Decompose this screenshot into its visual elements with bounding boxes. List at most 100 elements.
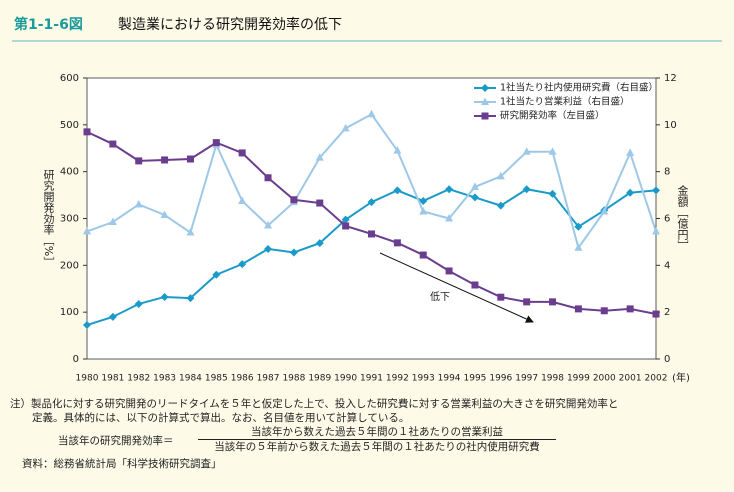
point [481, 112, 489, 120]
point [135, 157, 143, 165]
point [652, 186, 660, 195]
note: 注）製品化に対する研究開発のリードタイムを５年と仮定した上で、投入した研究費に対… [10, 398, 619, 410]
legend-label: 1社当たり社内使用研究費（右目盛） [500, 82, 658, 94]
point [108, 312, 117, 321]
point [160, 210, 169, 218]
point [290, 196, 298, 204]
point [315, 153, 324, 161]
y-tick-label: 400 [60, 167, 79, 178]
x-tick-label: 1995 [464, 374, 487, 384]
point [393, 186, 402, 195]
point [186, 155, 194, 163]
point [523, 298, 531, 306]
x-tick-label: 1980 [76, 374, 99, 384]
point [626, 305, 634, 313]
point [600, 206, 609, 215]
y2-tick-label: 8 [664, 167, 670, 178]
point [341, 123, 350, 132]
point [481, 97, 489, 105]
point [161, 156, 169, 164]
point [367, 198, 376, 207]
x-tick-label: 1997 [515, 374, 538, 384]
point [212, 139, 220, 147]
point [134, 299, 143, 308]
y-tick-label: 0 [73, 354, 79, 365]
x-tick-label: 1990 [334, 374, 357, 384]
point [83, 321, 91, 330]
x-tick-label: 1988 [282, 374, 305, 384]
point [419, 206, 428, 215]
x-tick-label: 1983 [153, 374, 176, 384]
annotation: 低下 [430, 290, 450, 303]
x-tick-label: 1999 [567, 374, 590, 384]
point [238, 149, 246, 157]
point [109, 140, 117, 148]
y-axis-title: 研究開発効率［%］ [42, 169, 55, 267]
point [445, 267, 453, 275]
point [626, 188, 635, 197]
figure-label: 第1-1-6図 [14, 16, 83, 33]
trend-arrow [379, 252, 534, 323]
y2-axis-title: 金額［億円］ [676, 184, 689, 251]
y-tick-label: 600 [60, 73, 79, 84]
point [522, 147, 531, 155]
point [548, 189, 557, 198]
point [419, 251, 427, 259]
x-tick-label: 1985 [205, 374, 228, 384]
y2-tick-label: 6 [664, 214, 670, 225]
x-tick-label: 1984 [179, 374, 202, 384]
point [470, 182, 479, 190]
x-tick-label: 2000 [593, 374, 616, 384]
point [445, 214, 454, 222]
point [574, 305, 582, 313]
x-tick-label: 1998 [541, 374, 564, 384]
legend-label: 1社当たり営業利益（右目盛） [500, 96, 630, 108]
note: 定義。具体的には、以下の計算式で算出。なお、名目値を用いて計算している。 [32, 412, 410, 424]
x-tick-label: 1989 [308, 374, 331, 384]
y2-tick-label: 4 [664, 260, 670, 271]
point [549, 298, 557, 306]
point [497, 293, 505, 301]
point [522, 185, 531, 194]
x-tick-label: 1982 [127, 374, 150, 384]
formula-label: 当該年の研究開発効率＝ [58, 435, 174, 447]
point [626, 148, 635, 156]
x-tick-label: 1986 [231, 374, 254, 384]
point [481, 84, 489, 92]
y-tick-label: 200 [60, 260, 79, 271]
x-tick-label: 1991 [360, 374, 383, 384]
chart-title: 製造業における研究開発効率の低下 [118, 16, 342, 33]
x-tick-label: 1981 [101, 374, 124, 384]
point [264, 244, 273, 253]
x-tick-label: 1996 [489, 374, 512, 384]
y2-tick-label: 12 [664, 73, 677, 84]
point [548, 147, 557, 155]
y2-tick-label: 10 [664, 120, 677, 131]
legend-box [468, 80, 654, 126]
legend-label: 研究開発効率（左目盛） [500, 110, 605, 122]
source: 資料：総務省統計局「科学技術研究調査」 [22, 458, 222, 470]
chart: 第1-1-6図 製造業における研究開発効率の低下 研究開発効率［%］ 金額［億円… [12, 16, 722, 384]
y2-tick-label: 2 [664, 307, 670, 318]
point [108, 217, 117, 226]
point [289, 248, 298, 257]
point [264, 174, 272, 182]
point [212, 270, 221, 279]
y-tick-label: 100 [60, 307, 79, 318]
point [341, 215, 350, 224]
y-tick-label: 500 [60, 120, 79, 131]
x-tick-label: 1987 [257, 374, 280, 384]
formula-denominator: 当該年の５年前から数えた過去５年間の１社あたりの社内使用研究費 [214, 441, 540, 453]
point [83, 128, 91, 136]
x-tick-label: 1994 [438, 374, 461, 384]
point [134, 199, 143, 208]
point [368, 230, 375, 238]
point [496, 201, 505, 210]
x-tick-label: 2002 [645, 374, 668, 384]
point [496, 171, 505, 180]
point [316, 199, 324, 207]
point [315, 239, 324, 248]
point [83, 226, 91, 235]
point [160, 292, 169, 301]
